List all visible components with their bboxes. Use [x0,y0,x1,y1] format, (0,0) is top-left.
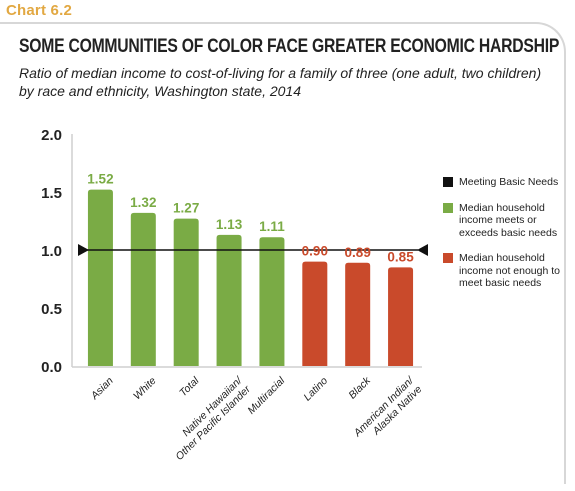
chart-subtitle: Ratio of median income to cost-of-living… [19,65,542,99]
legend-item: Median household income not enough to me… [443,252,568,290]
x-tick-label: Latino [301,375,330,404]
chart-frame [8,22,566,484]
y-tick-label: 1.0 [41,243,62,260]
bar [259,237,285,366]
reference-marker-left [78,244,89,256]
legend-swatch [443,202,453,213]
legend-swatch [443,177,453,187]
bar [87,189,113,366]
bar-value-label: 1.11 [259,219,285,234]
bar [216,234,242,366]
x-tick-label-line: Total [177,374,202,399]
bar-value-label: 1.27 [173,201,199,216]
bar-value-label-background [299,243,330,259]
bar-value-label: 1.13 [216,217,243,232]
bar [130,212,156,366]
legend-label: Median household income not enough to me… [459,252,560,289]
legend-item: Median household income meets or exceeds… [443,202,568,240]
x-tick-label-line: Asian [88,375,116,403]
bar-value-label: 0.90 [302,244,328,259]
x-tick-label-line: Multiracial [245,374,287,416]
reference-marker-right [417,244,428,256]
y-tick-label: 1.5 [41,185,62,202]
x-tick-label-line: Latino [301,375,330,404]
x-tick-label: Native Hawaiian/Other Pacific Islander [165,374,254,463]
bar-value-label: 1.32 [130,195,156,210]
y-tick-label: 0.5 [41,301,62,318]
bar-value-label-background [342,244,373,260]
y-tick-label: 2.0 [41,127,62,144]
chart-number-label: Chart 6.2 [6,2,72,19]
legend-label: Median household income meets or exceeds… [459,201,558,239]
bar-value-label-background [385,249,417,265]
bar [345,262,371,366]
chart-title: SOME COMMUNITIES OF COLOR FACE GREATER E… [19,36,560,57]
legend-swatch [443,253,453,263]
chart-frame-tick [0,22,9,24]
x-tick-label-line: Black [346,374,373,401]
x-tick-label: Asian [88,375,116,403]
bar-value-label: 0.85 [387,249,414,264]
bar [388,267,414,366]
x-tick-label-line: White [131,375,159,403]
bar-value-label: 1.52 [87,172,113,187]
x-tick-label: White [131,375,159,403]
bar [302,261,328,366]
legend-item: Meeting Basic Needs [443,176,568,189]
x-tick-label: Black [346,374,373,401]
x-tick-label: Total [177,374,202,399]
chart-legend: Meeting Basic Needs Median household inco… [443,176,568,303]
legend-label: Meeting Basic Needs [459,176,559,188]
x-tick-label: Multiracial [245,374,287,416]
y-tick-label: 0.0 [41,359,62,376]
bar-value-label: 0.89 [345,245,371,260]
bar [173,218,199,366]
